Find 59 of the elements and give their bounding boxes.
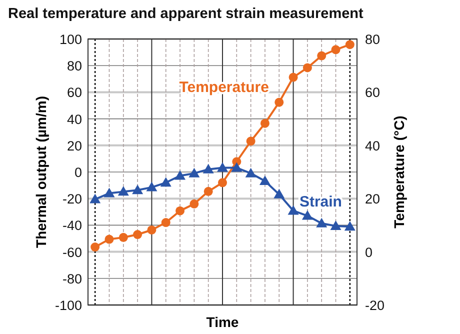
point [146, 182, 158, 192]
point [147, 225, 156, 234]
y2-tick-label: 0 [365, 244, 373, 260]
y2-tick-label: -20 [365, 298, 385, 313]
y-tick-label: 80 [66, 58, 82, 74]
y-tick-label: 100 [59, 32, 82, 47]
point [274, 188, 285, 198]
point [204, 186, 213, 196]
point [90, 242, 100, 252]
point [118, 186, 129, 196]
point [118, 232, 128, 242]
y-tick-label: 40 [66, 112, 82, 127]
point [259, 176, 270, 186]
y-tick-label: -80 [62, 271, 82, 286]
point [132, 184, 144, 194]
point [217, 162, 228, 172]
y-tick-label: -20 [62, 192, 82, 207]
point [90, 194, 101, 204]
point [190, 199, 199, 208]
point [288, 205, 299, 215]
point [274, 98, 284, 107]
point [317, 51, 326, 60]
point [104, 234, 114, 244]
y-tick-label: -100 [54, 298, 82, 313]
point [288, 72, 298, 82]
point [316, 218, 328, 228]
point [202, 164, 214, 174]
point [174, 170, 186, 180]
point [161, 218, 170, 228]
point [246, 136, 256, 146]
y-tick-label: -40 [62, 218, 82, 234]
point [218, 178, 227, 188]
y2-tick-label: 20 [365, 192, 380, 207]
point [260, 118, 270, 128]
point [302, 210, 313, 220]
point [245, 168, 256, 178]
y-tick-label: 0 [74, 165, 82, 180]
point [104, 188, 115, 198]
chart-title: Real temperature and apparent strain measurement [8, 6, 364, 22]
point [133, 230, 142, 240]
point [345, 40, 354, 50]
y2-axis-title: Temperature (°C) [391, 116, 407, 228]
point [331, 45, 340, 54]
y-tick-label: 20 [66, 138, 82, 154]
y2-tick-label: 40 [365, 138, 380, 154]
y-tick-label: 60 [66, 85, 82, 100]
y2-tick-label: 60 [365, 85, 380, 100]
series-label: Strain [299, 194, 342, 211]
point [160, 177, 172, 187]
y2-tick-label: 80 [365, 32, 380, 47]
y-tick-label: -60 [62, 244, 82, 260]
point [330, 220, 342, 230]
x-axis-title: Time [206, 314, 239, 330]
point [344, 221, 356, 231]
point [176, 206, 185, 216]
point [302, 63, 312, 72]
point [188, 168, 200, 178]
y-axis-title: Thermal output (µm/m) [33, 96, 49, 248]
point [231, 162, 242, 172]
